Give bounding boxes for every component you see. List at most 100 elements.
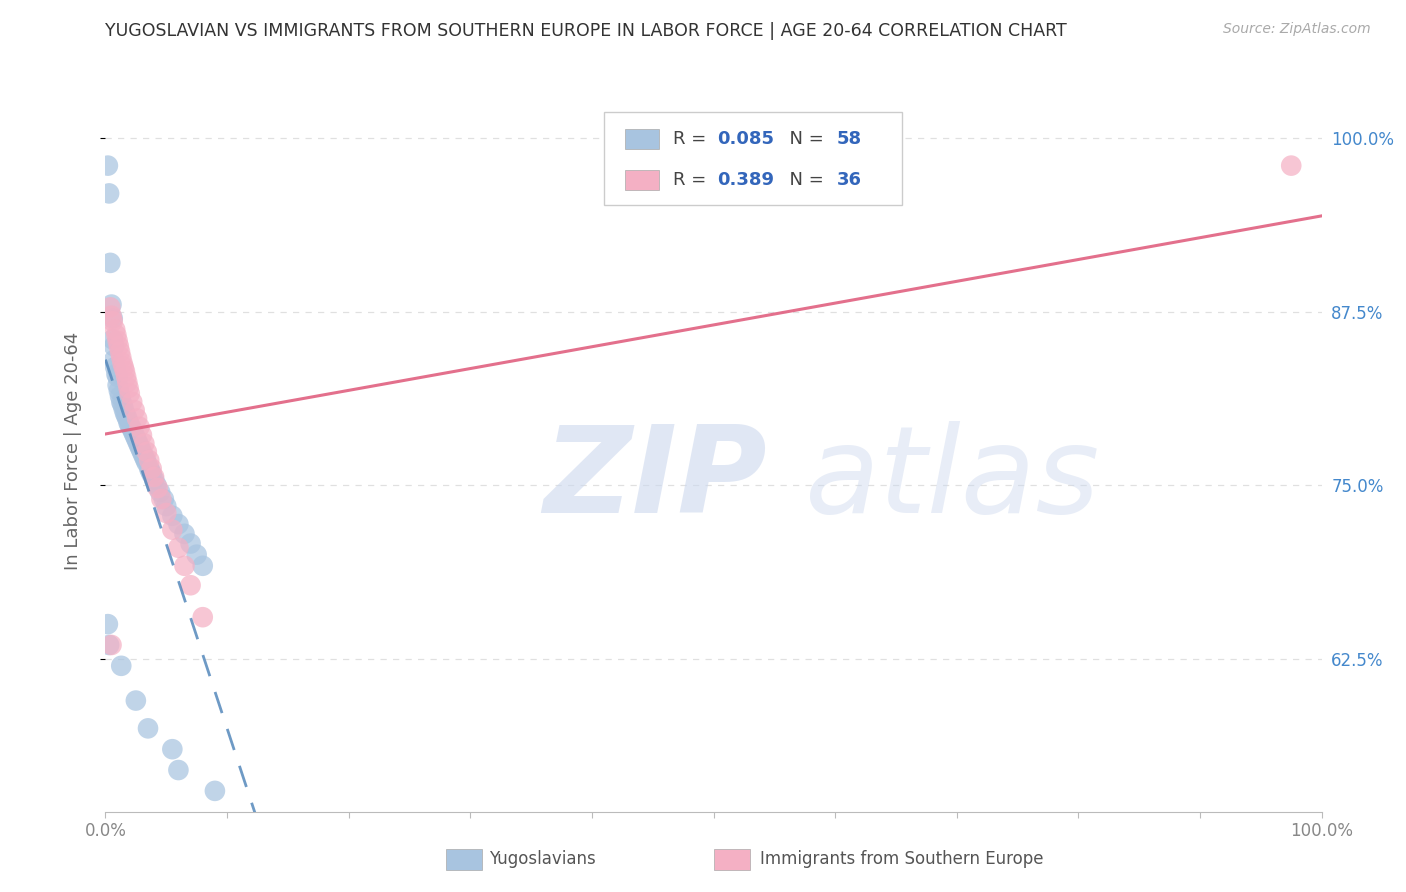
- Point: [103, 339, 125, 353]
- Text: 36: 36: [837, 171, 862, 189]
- Point: [100, 297, 122, 311]
- Point: [121, 423, 143, 437]
- Point: [111, 356, 134, 370]
- Point: [111, 398, 134, 412]
- Point: [98, 256, 121, 270]
- Point: [108, 339, 131, 353]
- Point: [1279, 159, 1302, 173]
- Point: [153, 492, 176, 507]
- Point: [107, 334, 129, 348]
- Point: [128, 439, 150, 453]
- Point: [143, 470, 166, 484]
- Point: [115, 369, 138, 384]
- Point: [135, 456, 157, 470]
- Point: [114, 364, 136, 378]
- Point: [108, 384, 131, 398]
- Point: [97, 617, 120, 632]
- Point: [101, 311, 124, 326]
- Point: [135, 445, 157, 459]
- Point: [118, 418, 141, 433]
- Point: [108, 344, 131, 359]
- Point: [125, 693, 148, 707]
- Point: [120, 420, 142, 434]
- Point: [135, 453, 157, 467]
- Point: [110, 658, 132, 673]
- Point: [127, 436, 149, 450]
- Point: [134, 450, 156, 465]
- Point: [138, 453, 160, 467]
- Point: [112, 401, 135, 416]
- Point: [98, 638, 121, 652]
- FancyBboxPatch shape: [624, 128, 659, 149]
- Point: [98, 186, 121, 201]
- Point: [98, 301, 121, 315]
- Point: [173, 558, 195, 573]
- Point: [101, 314, 124, 328]
- Point: [131, 445, 153, 459]
- Point: [107, 378, 129, 392]
- Point: [149, 485, 172, 500]
- FancyBboxPatch shape: [624, 169, 659, 190]
- Point: [167, 541, 190, 555]
- Point: [100, 638, 122, 652]
- Point: [145, 478, 167, 492]
- Point: [103, 353, 125, 368]
- Point: [104, 322, 127, 336]
- Text: 0.389: 0.389: [717, 171, 775, 189]
- Point: [101, 332, 124, 346]
- Point: [124, 403, 146, 417]
- Point: [138, 461, 160, 475]
- Point: [97, 159, 120, 173]
- Point: [108, 389, 131, 403]
- FancyBboxPatch shape: [713, 848, 749, 871]
- Point: [180, 536, 202, 550]
- Point: [132, 448, 155, 462]
- Point: [124, 428, 146, 442]
- Point: [104, 360, 127, 375]
- Point: [162, 523, 184, 537]
- Point: [121, 394, 143, 409]
- Point: [105, 328, 128, 343]
- Point: [191, 558, 214, 573]
- Point: [100, 309, 122, 323]
- Point: [204, 784, 226, 798]
- Point: [155, 499, 177, 513]
- Point: [167, 517, 190, 532]
- Point: [155, 506, 177, 520]
- Point: [114, 406, 136, 420]
- Text: Source: ZipAtlas.com: Source: ZipAtlas.com: [1223, 22, 1371, 37]
- Point: [112, 360, 135, 375]
- Point: [117, 416, 139, 430]
- FancyBboxPatch shape: [446, 848, 482, 871]
- Point: [125, 411, 148, 425]
- Point: [134, 436, 156, 450]
- Point: [117, 411, 139, 425]
- Y-axis label: In Labor Force | Age 20-64: In Labor Force | Age 20-64: [63, 331, 82, 570]
- Text: R =: R =: [673, 130, 713, 148]
- Point: [162, 742, 184, 756]
- Text: YUGOSLAVIAN VS IMMIGRANTS FROM SOUTHERN EUROPE IN LABOR FORCE | AGE 20-64 CORREL: YUGOSLAVIAN VS IMMIGRANTS FROM SOUTHERN …: [105, 22, 1067, 40]
- Point: [186, 548, 208, 562]
- Point: [146, 481, 169, 495]
- Point: [150, 492, 173, 507]
- Text: 0.085: 0.085: [717, 130, 775, 148]
- FancyBboxPatch shape: [605, 112, 903, 205]
- Point: [110, 351, 132, 365]
- Point: [117, 376, 139, 390]
- Point: [128, 420, 150, 434]
- Point: [180, 578, 202, 592]
- Text: 58: 58: [837, 130, 862, 148]
- Point: [167, 763, 190, 777]
- Point: [141, 467, 163, 481]
- Point: [162, 508, 184, 523]
- Point: [136, 722, 159, 736]
- Text: R =: R =: [673, 171, 713, 189]
- Point: [141, 461, 163, 475]
- Point: [105, 367, 128, 381]
- Point: [139, 464, 162, 478]
- Point: [107, 369, 129, 384]
- Point: [129, 442, 152, 456]
- Text: Yugoslavians: Yugoslavians: [488, 850, 595, 869]
- Point: [125, 434, 148, 448]
- Point: [122, 425, 145, 440]
